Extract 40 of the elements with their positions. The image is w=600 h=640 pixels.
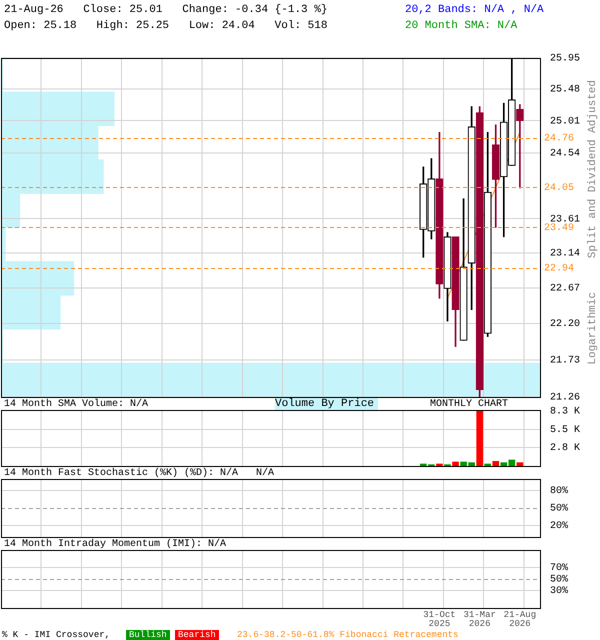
y-tick-label: 30% — [550, 586, 568, 598]
y-tick-label: 50% — [550, 504, 568, 515]
y-tick-label: 8.3 K — [550, 406, 580, 418]
chart-title: 21-Aug-26 Close: 25.01 Change: -0.34 {-1.3 %} — [4, 4, 328, 16]
y-tick-label: 50% — [550, 574, 568, 586]
x-tick-label: 21-Aug 2026 — [504, 610, 536, 629]
y-tick-label: 25.95 — [550, 54, 580, 65]
annotation: MONTHLY CHART — [430, 399, 508, 410]
text: % K - IMI Crossover, — [2, 630, 110, 640]
y-tick-label: 25.01 — [550, 116, 580, 128]
y-tick-label: 80% — [550, 486, 568, 498]
x-tick-label: 31-Mar 2026 — [463, 610, 496, 629]
y-tick-label: 20% — [550, 521, 568, 532]
ref-line-label: 23.49 — [544, 223, 574, 234]
y-tick-label: 23.14 — [550, 248, 580, 260]
text: 20,2 Bands: N/A , N/A — [405, 4, 544, 16]
x-tick-label: 31-Oct 2025 — [423, 610, 456, 629]
y-tick-label: 22.67 — [550, 283, 580, 294]
text: Bearish — [175, 630, 219, 640]
chart-title: 14 Month Intraday Momentum (IMI): N/A — [4, 539, 226, 550]
y-tick-label: 2.8 K — [550, 442, 580, 454]
y-tick-label: 22.20 — [550, 319, 580, 330]
ref-line-label: 24.05 — [544, 182, 574, 194]
chart-subtitle: Open: 25.18 High: 25.25 Low: 24.04 Vol: 518 — [4, 20, 328, 32]
text: Volume By Price — [275, 398, 378, 410]
y-tick-label: 5.5 K — [550, 424, 580, 436]
text: Bullish — [126, 630, 170, 640]
y-tick-label: 21.73 — [550, 355, 580, 366]
y-tick-label: 21.26 — [550, 392, 580, 404]
text: 20 Month SMA: N/A — [405, 20, 518, 32]
ref-line-label: 22.94 — [544, 263, 574, 274]
text: 23.6-38.2-50-61.8% Fibonacci Retracements — [237, 630, 458, 640]
y-tick-label: 25.48 — [550, 84, 580, 96]
text: Logarithmic — [587, 292, 599, 365]
y-tick-label: 70% — [550, 563, 568, 574]
y-axis-title: Split and Dividend Adjusted — [587, 80, 599, 258]
y-tick-label: 24.54 — [550, 148, 580, 160]
chart-title: 14 Month SMA Volume: N/A — [4, 399, 148, 410]
ref-line-label: 24.76 — [544, 133, 574, 144]
chart-title: 14 Month Fast Stochastic (%K) (%D): N/A N/A — [4, 468, 274, 479]
